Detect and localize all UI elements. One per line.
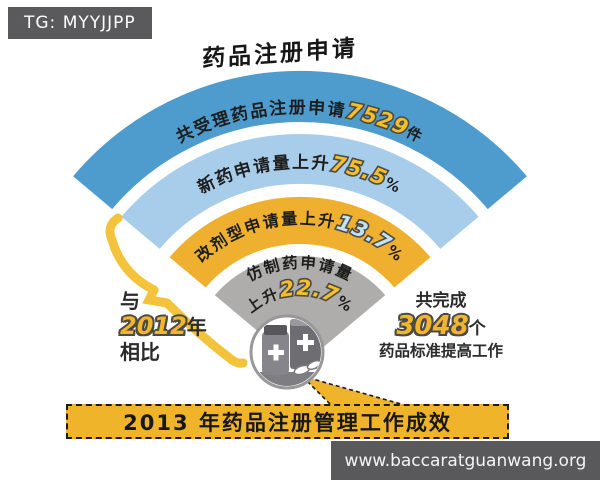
fan-band-1 <box>70 69 530 212</box>
standards-note-line1: 共完成 <box>415 291 467 311</box>
medicine-icon <box>249 314 325 390</box>
footer-watermark: www.baccaratguanwang.org <box>331 441 600 480</box>
standards-note-line2: 3048个 <box>396 310 486 341</box>
standards-note: 共完成 3048个 药品标准提高工作 <box>366 291 516 361</box>
pill-bottle-icon <box>262 325 289 375</box>
comparison-note-line3: 相比 <box>120 339 160 364</box>
comparison-note-line2: 2012年 <box>120 312 207 340</box>
fan-band-3 <box>166 194 434 291</box>
watermark-badge: TG: MYYJJPP <box>8 7 152 39</box>
bottom-banner: 2013 年药品注册管理工作成效 <box>66 404 509 439</box>
comparison-year: 2012 <box>120 312 187 340</box>
banner-tail <box>299 374 409 407</box>
fan-band-4 <box>211 253 389 370</box>
comparison-note: 与 2012年 相比 <box>120 290 230 364</box>
standards-note-line3: 药品标准提高工作 <box>378 342 503 361</box>
standards-count: 3048 <box>396 310 469 341</box>
comparison-note-line1: 与 <box>120 289 140 313</box>
comparison-brace <box>105 213 248 368</box>
pills-icon <box>293 359 321 376</box>
fan-band-2 <box>118 132 482 252</box>
footer-url: www.baccaratguanwang.org <box>344 450 587 471</box>
